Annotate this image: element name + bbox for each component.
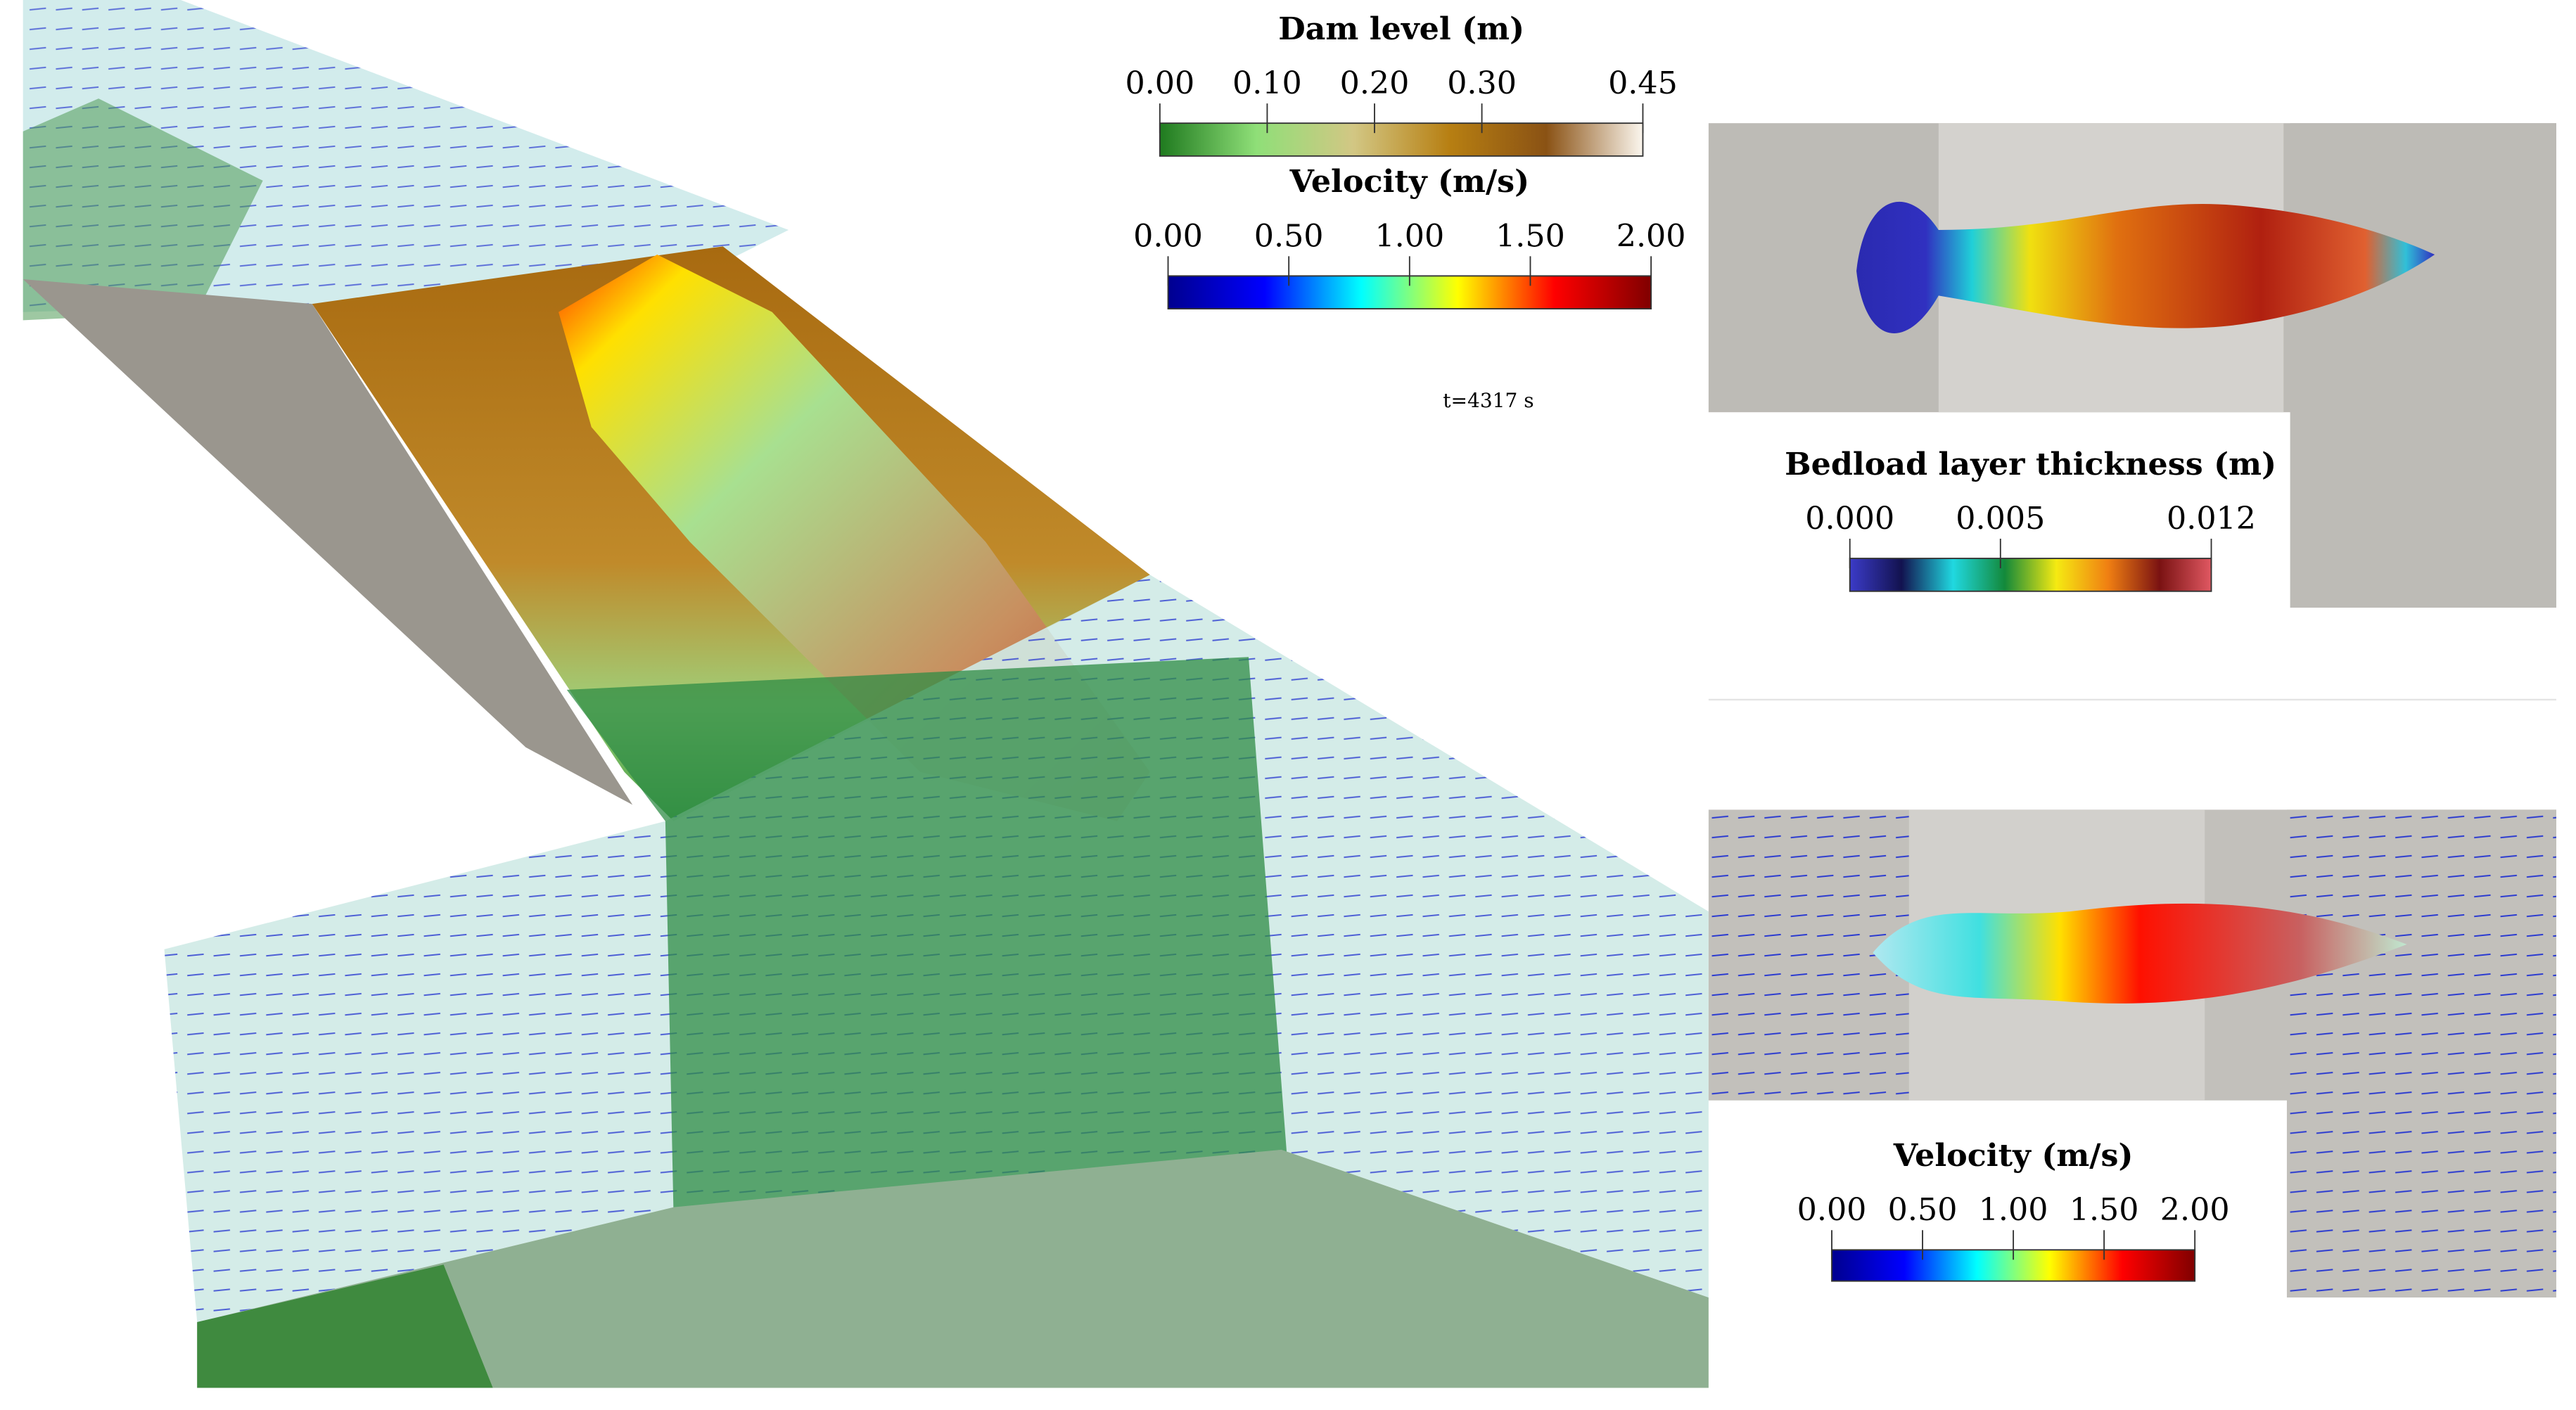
upstream-bed xyxy=(23,98,263,321)
arrows-right xyxy=(2286,809,2556,1298)
velocity-render xyxy=(1708,809,2556,1298)
colorbar: Bedload layer thickness (m) 0.000 0.005 0.0… xyxy=(1785,446,2276,592)
tick-label: 0.000 xyxy=(1805,501,1894,537)
colorbar: Dam level (m) 0.00 0.10 0.20 0.30 0.45 xyxy=(1125,11,1678,157)
tick-label: 0.20 xyxy=(1340,65,1410,101)
main-render xyxy=(23,0,1709,1388)
tick-label: 1.00 xyxy=(1979,1192,2048,1228)
tick-label: 0.00 xyxy=(1797,1192,1867,1228)
time-label: t=4317 s xyxy=(1443,389,1534,412)
tick-label: 1.50 xyxy=(2070,1192,2139,1228)
colorbar-title: Velocity (m/s) xyxy=(1289,163,1529,200)
colorbar-title: Bedload layer thickness (m) xyxy=(1785,446,2276,482)
tick-label: 0.30 xyxy=(1447,65,1517,101)
colorbar-gradient xyxy=(1849,558,2212,592)
tick-label: 0.45 xyxy=(1608,65,1678,101)
colorbar-title: Velocity (m/s) xyxy=(1893,1137,2134,1174)
tick-label: 1.50 xyxy=(1496,218,1565,254)
colorbar-title: Dam level (m) xyxy=(1278,11,1524,47)
colorbar: Velocity (m/s) 0.00 0.50 1.00 1.50 2.00 xyxy=(1797,1137,2230,1282)
colorbar: Velocity (m/s) 0.00 0.50 1.00 1.50 2.00 xyxy=(1133,163,1686,310)
tick-label: 2.00 xyxy=(2160,1192,2230,1228)
tick-label: 0.005 xyxy=(1956,501,2045,537)
colorbar-gradient xyxy=(1159,122,1644,157)
bed-patch xyxy=(197,1264,493,1388)
tick-label: 2.00 xyxy=(1617,218,1686,254)
tick-label: 0.012 xyxy=(2167,501,2256,537)
colorbars: Dam level (m) 0.00 0.10 0.20 0.30 0.45 Velocit… xyxy=(1125,11,2276,1282)
tick-label: 0.50 xyxy=(1254,218,1324,254)
tick-label: 0.00 xyxy=(1133,218,1203,254)
tick-label: 1.00 xyxy=(1375,218,1444,254)
downstream-bed xyxy=(197,1149,1709,1388)
eroded-block xyxy=(566,657,1299,1298)
velocity-plume xyxy=(1873,903,2407,1004)
side-wall xyxy=(23,279,633,805)
tick-label: 0.50 xyxy=(1888,1192,1958,1228)
tick-label: 0.00 xyxy=(1125,65,1194,101)
bedload-render xyxy=(1708,123,2556,608)
bedload-plume xyxy=(1856,201,2435,334)
tick-label: 0.10 xyxy=(1232,65,1302,101)
bed-plan-right xyxy=(2290,123,2556,608)
